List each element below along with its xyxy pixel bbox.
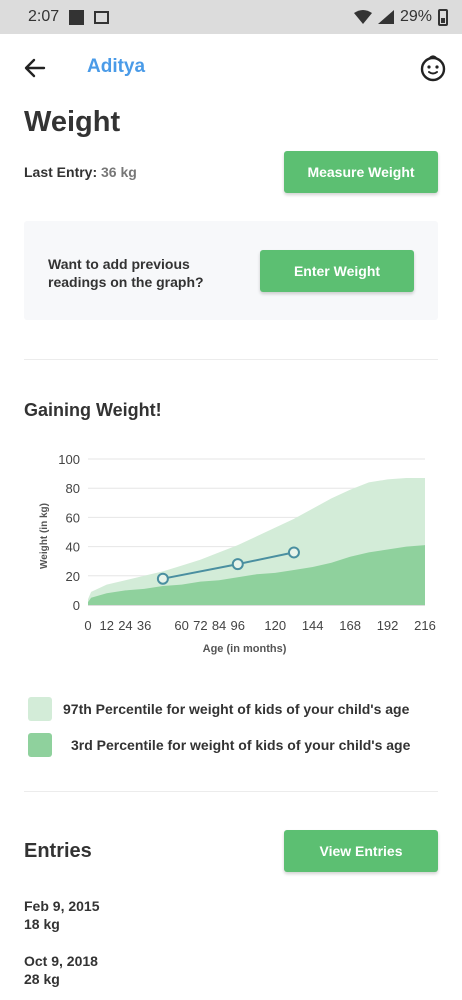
entry-date: Oct 9, 2018 [24,953,98,969]
last-entry-value: 36 kg [101,164,137,180]
previous-readings-question: Want to add previous readings on the gra… [48,256,204,290]
x-tick-label: 84 [212,618,226,633]
last-entry-label: Last Entry: [24,164,98,180]
app-bar: Aditya [0,50,462,86]
back-arrow-icon[interactable] [22,54,50,82]
battery-percent: 29% [399,8,432,25]
legend-label-97th: 97th Percentile for weight of kids of yo… [63,701,410,717]
signal-icon [377,10,394,24]
x-tick-label: 216 [414,618,436,633]
entry-date: Feb 9, 2015 [24,898,100,914]
y-tick-label: 40 [66,540,80,555]
y-tick-label: 60 [66,510,80,525]
page-title: Weight [24,106,121,138]
child-weight-point [287,546,300,559]
series-3rd-percentile-area [88,545,425,605]
legend-item-97th: 97th Percentile for weight of kids of yo… [28,697,448,721]
battery-icon [438,8,448,26]
legend-swatch-3rd [28,733,52,757]
image-notification-icon [94,10,110,24]
legend-item-3rd: 3rd Percentile for weight of kids of you… [28,733,448,757]
notification-icon [69,9,85,25]
last-entry: Last Entry: 36 kg [24,164,137,180]
entry-item: Feb 9, 2015 18 kg [24,897,100,933]
previous-readings-card: Want to add previous readings on the gra… [24,221,438,320]
x-tick-label: 36 [137,618,151,633]
x-tick-label: 60 [174,618,188,633]
baby-face-icon[interactable] [418,53,448,83]
enter-weight-button[interactable]: Enter Weight [260,250,414,292]
child-weight-point [156,572,169,585]
entries-heading: Entries [24,840,92,862]
x-tick-label: 24 [118,618,132,633]
status-bar: 2:07 29% [0,0,462,34]
weight-chart: 0 20 40 60 80 100 0 12 24 36 60 72 84 96 120 144 168 192… [39,452,436,655]
divider [24,791,438,792]
y-tick-label: 0 [73,598,80,613]
entry-item: Oct 9, 2018 28 kg [24,952,98,988]
child-name: Aditya [87,56,146,77]
y-tick-label: 20 [66,569,80,584]
child-weight-point [231,558,244,571]
x-tick-label: 12 [99,618,113,633]
x-tick-label: 0 [84,618,91,633]
legend-label-3rd: 3rd Percentile for weight of kids of you… [71,737,411,753]
x-tick-label: 192 [377,618,399,633]
entry-weight: 28 kg [24,971,60,987]
y-tick-label: 100 [58,452,80,467]
wifi-icon [353,10,372,24]
x-tick-label: 120 [264,618,286,633]
x-axis-label: Age (in months) [203,643,287,655]
view-entries-button[interactable]: View Entries [284,830,438,872]
y-tick-label: 80 [66,481,80,496]
x-tick-label: 72 [193,618,207,633]
y-axis-label: Weight (in kg) [39,503,50,569]
x-tick-label: 144 [302,618,324,633]
growth-heading: Gaining Weight! [24,400,162,420]
legend-swatch-97th [28,697,52,721]
divider [24,359,438,360]
x-tick-label: 168 [339,618,361,633]
entry-weight: 18 kg [24,916,60,932]
measure-weight-button[interactable]: Measure Weight [284,151,438,193]
x-tick-label: 96 [231,618,245,633]
status-time: 2:07 [28,8,60,25]
